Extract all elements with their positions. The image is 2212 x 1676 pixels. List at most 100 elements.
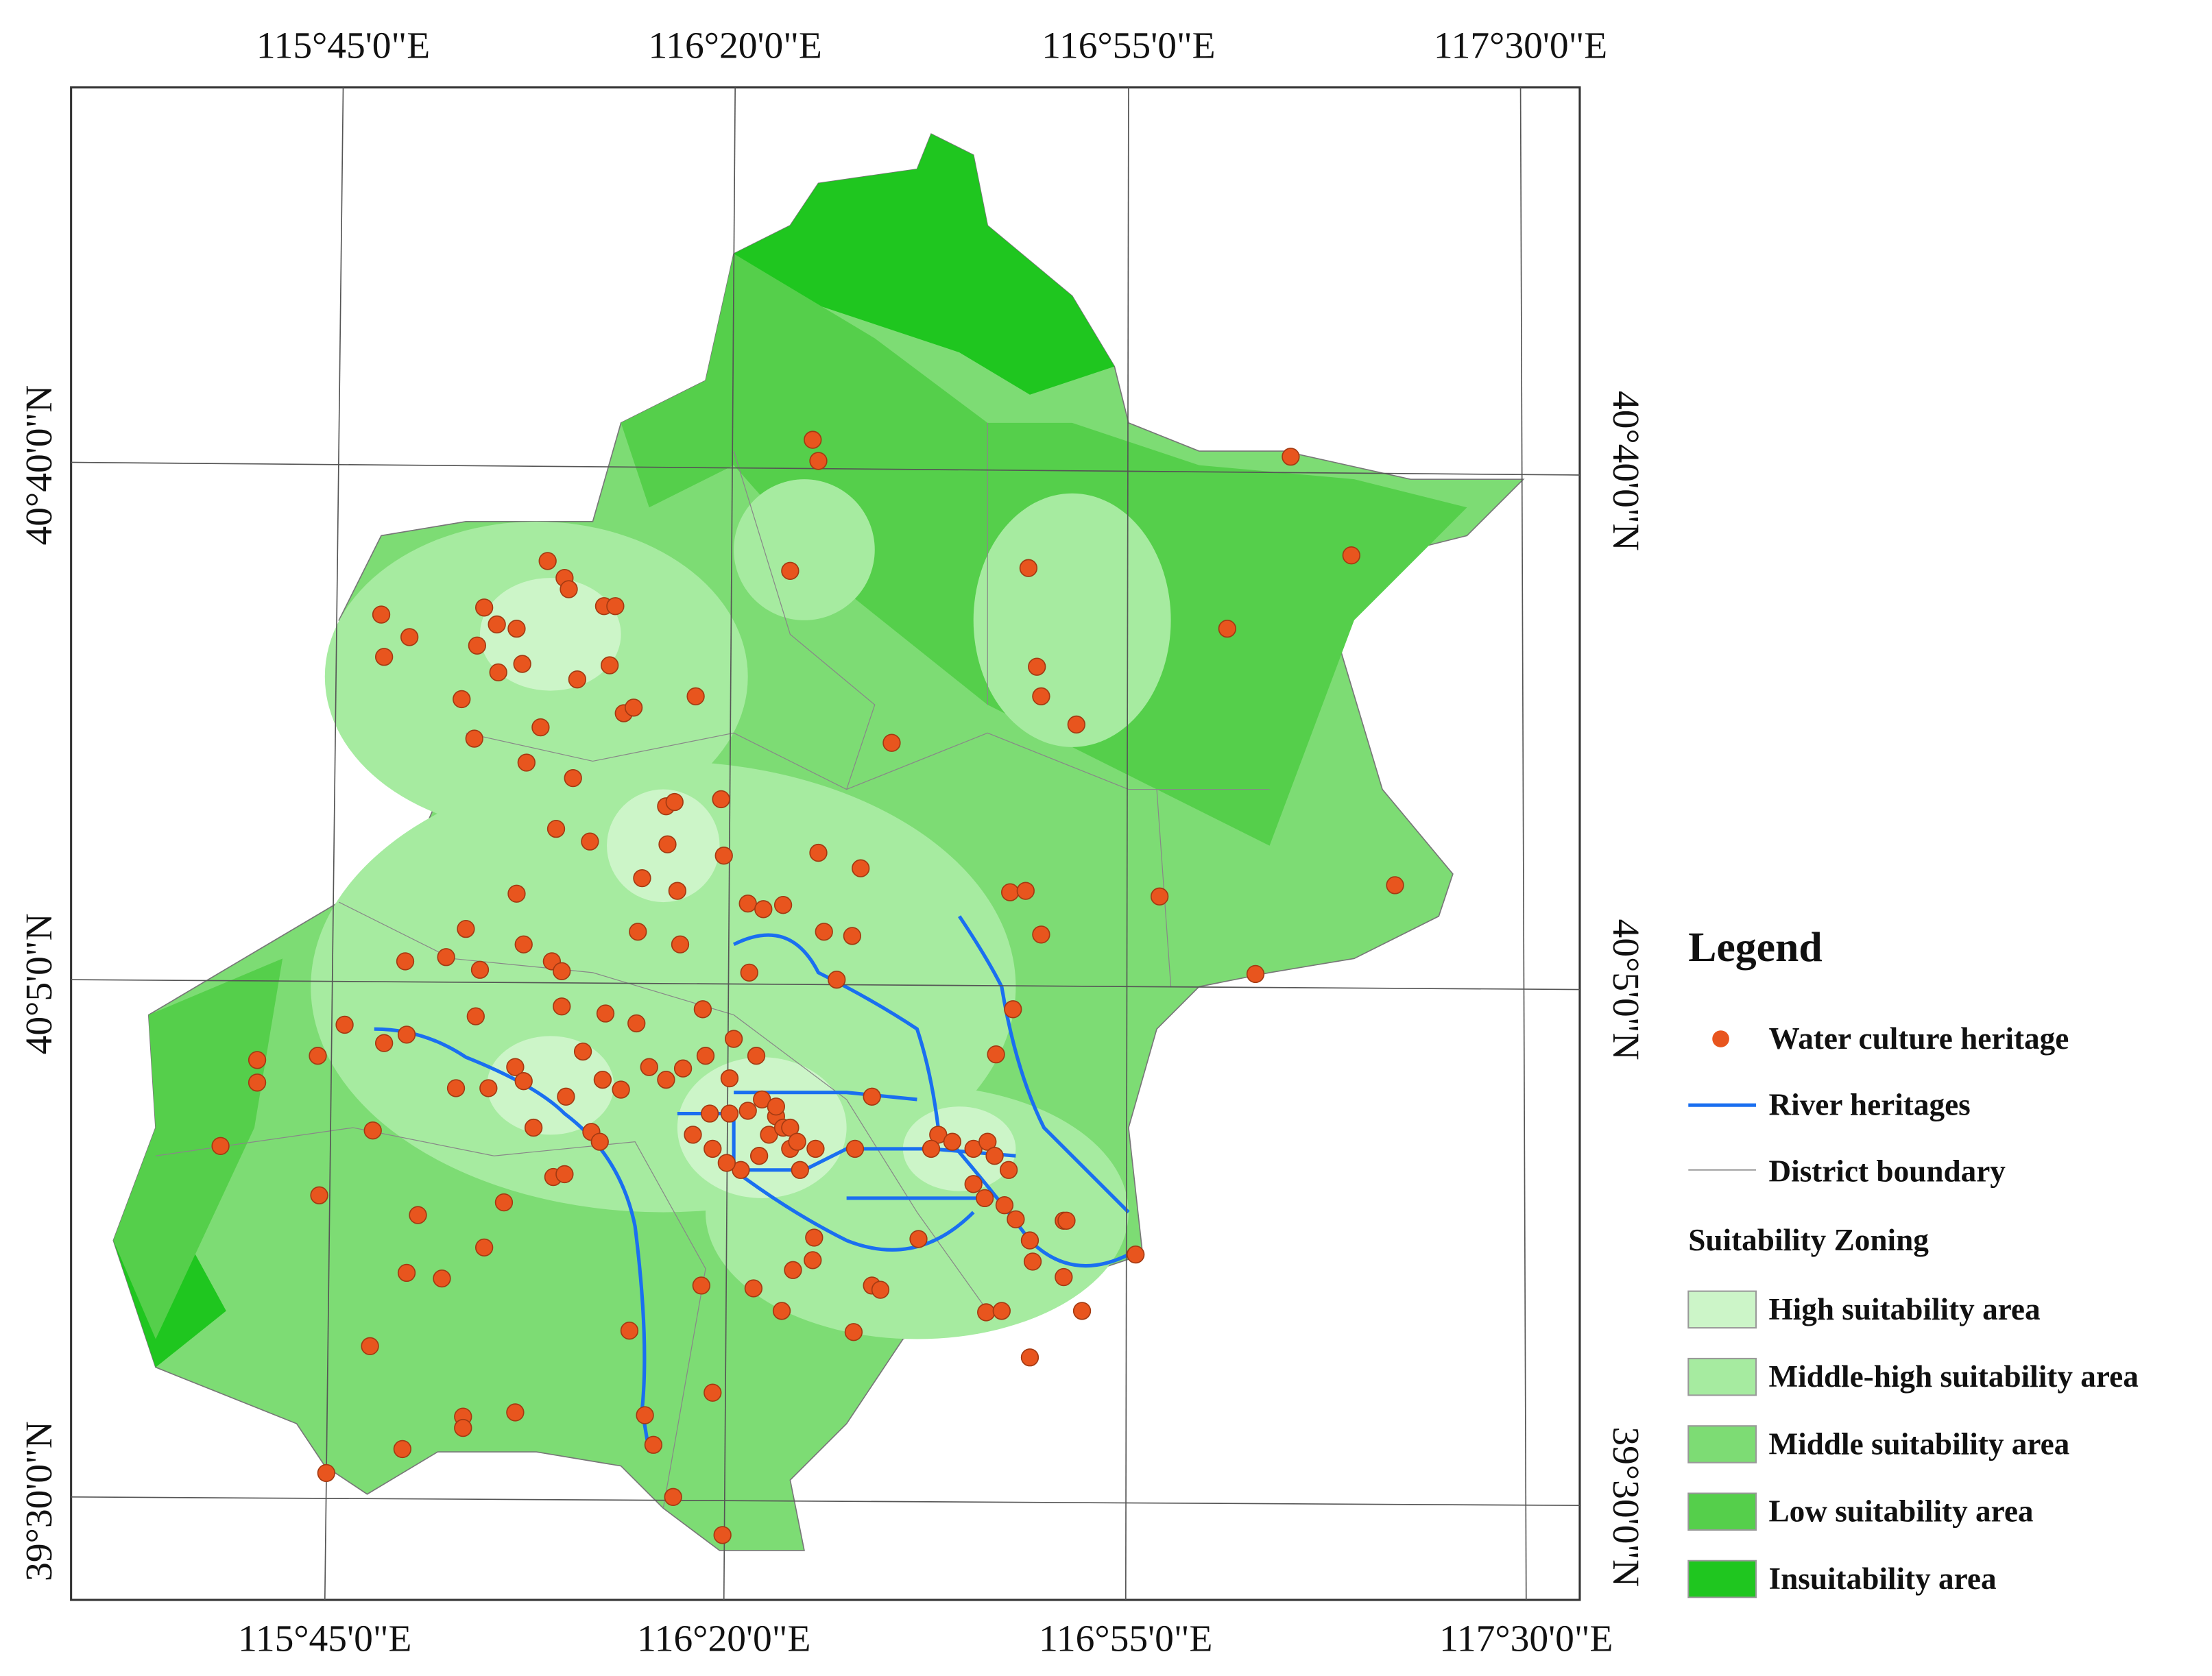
heritage-point bbox=[720, 1104, 739, 1123]
heritage-point bbox=[717, 1154, 736, 1172]
legend-swatch bbox=[1687, 1425, 1757, 1464]
heritage-point bbox=[673, 1059, 693, 1078]
right-label: 39°30'0"N bbox=[1604, 1426, 1646, 1587]
heritage-point bbox=[564, 768, 582, 788]
heritage-point bbox=[1057, 1211, 1076, 1230]
heritage-point bbox=[696, 1047, 715, 1065]
heritage-point bbox=[684, 1126, 702, 1144]
river-heritage bbox=[734, 1091, 917, 1102]
heritage-point bbox=[977, 1303, 996, 1322]
heritage-point bbox=[506, 1058, 525, 1076]
heritage-point bbox=[686, 687, 705, 705]
heritage-point bbox=[692, 1276, 710, 1295]
legend-swatch bbox=[1687, 1290, 1757, 1329]
heritage-point bbox=[744, 1279, 763, 1298]
heritage-point bbox=[964, 1175, 983, 1193]
heritage-point bbox=[636, 1406, 654, 1424]
heritage-point bbox=[317, 1464, 335, 1483]
top-label: 116°55'0"E bbox=[1042, 25, 1215, 67]
heritage-point bbox=[557, 1087, 575, 1106]
heritage-point bbox=[882, 733, 901, 752]
heritage-point bbox=[975, 1189, 994, 1208]
heritage-point bbox=[517, 753, 536, 772]
legend-subtitle: Suitability Zoning bbox=[1688, 1223, 1929, 1257]
parallel bbox=[71, 461, 1580, 476]
legend-zone: Middle-high suitability area bbox=[1768, 1359, 2138, 1394]
heritage-point bbox=[781, 561, 800, 580]
heritage-point bbox=[1246, 964, 1265, 984]
heritage-point bbox=[1020, 1348, 1039, 1367]
heritage-point bbox=[465, 729, 483, 748]
heritage-point bbox=[474, 1238, 494, 1257]
heritage-point bbox=[524, 1118, 543, 1137]
heritage-point bbox=[248, 1051, 267, 1069]
heritage-point bbox=[560, 580, 578, 598]
heritage-point bbox=[335, 1015, 354, 1034]
legend-title: Legend bbox=[1688, 924, 1822, 971]
heritage-point bbox=[457, 919, 475, 938]
heritage-point bbox=[828, 971, 846, 989]
map-frame bbox=[70, 86, 1581, 1601]
heritage-point bbox=[514, 1072, 533, 1091]
heritage-point bbox=[999, 1161, 1018, 1179]
heritage-point bbox=[433, 1269, 451, 1288]
legend-item: River heritages bbox=[1768, 1088, 1970, 1122]
heritage-point bbox=[791, 1161, 809, 1179]
heritage-point bbox=[1055, 1267, 1073, 1287]
heritage-point bbox=[601, 656, 619, 675]
heritage-point bbox=[738, 894, 757, 913]
heritage-point bbox=[995, 1196, 1014, 1215]
legend-swatch bbox=[1687, 1357, 1757, 1396]
legend-dot bbox=[1712, 1030, 1729, 1047]
heritage-point bbox=[1386, 876, 1404, 895]
heritage-point bbox=[747, 1047, 766, 1065]
heritage-point bbox=[555, 1165, 574, 1184]
heritage-point bbox=[644, 1435, 663, 1454]
heritage-point bbox=[701, 1104, 719, 1123]
legend: Legend Water culture heritage River heri… bbox=[1687, 924, 2139, 1599]
heritage-point bbox=[929, 1126, 948, 1144]
heritage-point bbox=[845, 1139, 865, 1158]
heritage-point bbox=[987, 1045, 1005, 1064]
bottom-label: 117°30'0"E bbox=[1439, 1618, 1613, 1660]
heritage-point bbox=[446, 1079, 466, 1097]
heritage-point bbox=[1004, 1000, 1022, 1019]
river-heritage bbox=[732, 933, 1130, 1268]
heritage-point bbox=[211, 1137, 230, 1155]
heritage-point bbox=[361, 1337, 379, 1355]
district-boundary bbox=[155, 1127, 706, 1509]
heritage-point bbox=[806, 1139, 825, 1158]
coordinate-labels: 115°45'0"E 116°20'0"E 116°55'0"E 117°30'0"E… bbox=[19, 25, 1646, 1660]
middle-high-zone bbox=[734, 479, 875, 620]
heritage-point bbox=[596, 1004, 615, 1023]
heritage-point bbox=[714, 847, 733, 865]
heritage-point bbox=[514, 935, 533, 954]
heritage-point bbox=[437, 948, 455, 967]
heritage-point bbox=[470, 960, 490, 979]
heritage-point bbox=[568, 670, 587, 689]
meridian bbox=[1125, 87, 1129, 1600]
heritage-point bbox=[479, 1079, 498, 1097]
heritage-point bbox=[1020, 1231, 1039, 1250]
legend-item: Water culture heritage bbox=[1768, 1021, 2069, 1056]
heritage-point bbox=[809, 452, 828, 470]
left-label: 39°30'0"N bbox=[19, 1421, 60, 1581]
heritage-point bbox=[1150, 887, 1169, 906]
legend-zone: Low suitability area bbox=[1768, 1494, 2033, 1529]
heritage-point bbox=[1023, 1252, 1042, 1271]
heritage-point bbox=[781, 1118, 800, 1137]
heritage-point bbox=[943, 1132, 962, 1151]
heritage-point bbox=[985, 1147, 1004, 1165]
legend-swatch bbox=[1687, 1559, 1757, 1599]
bottom-label: 116°55'0"E bbox=[1039, 1618, 1212, 1660]
heritage-point bbox=[581, 832, 599, 851]
heritage-point bbox=[627, 1014, 646, 1033]
heritage-point bbox=[809, 843, 828, 862]
heritage-point bbox=[788, 1132, 806, 1151]
heritage-point bbox=[546, 819, 566, 838]
right-label: 40°5'0"N bbox=[1604, 919, 1646, 1060]
heritage-point bbox=[538, 552, 557, 570]
heritage-point bbox=[397, 1263, 416, 1283]
heritage-point bbox=[720, 1069, 739, 1088]
heritage-point bbox=[871, 1280, 890, 1299]
